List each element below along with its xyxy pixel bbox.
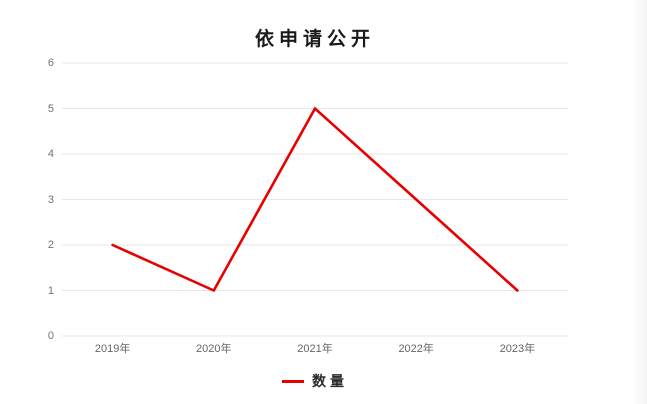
y-axis-tick-label: 1 [47, 284, 54, 297]
y-axis-tick-label: 4 [47, 148, 54, 160]
x-axis-tick-label: 2020年 [196, 343, 232, 355]
x-axis-tick-label: 2021年 [297, 343, 333, 355]
legend: 数量 [62, 372, 568, 390]
x-axis-tick-label: 2019年 [94, 343, 131, 355]
chart-title: 依申请公开 [254, 28, 375, 50]
x-axis-tick-label: 2022年 [398, 343, 434, 355]
y-axis-tick-label: 2 [47, 239, 54, 251]
legend-line-swatch [282, 379, 304, 383]
x-axis-tick-label: 2023年 [499, 343, 536, 355]
y-axis-tick-label: 3 [47, 193, 54, 206]
y-axis-tick-label: 5 [47, 102, 54, 115]
y-axis-tick-label: 6 [47, 57, 54, 69]
data-series-line [111, 106, 519, 293]
legend-series-label: 数量 [312, 374, 348, 390]
y-axis-tick-label: 0 [47, 330, 54, 342]
